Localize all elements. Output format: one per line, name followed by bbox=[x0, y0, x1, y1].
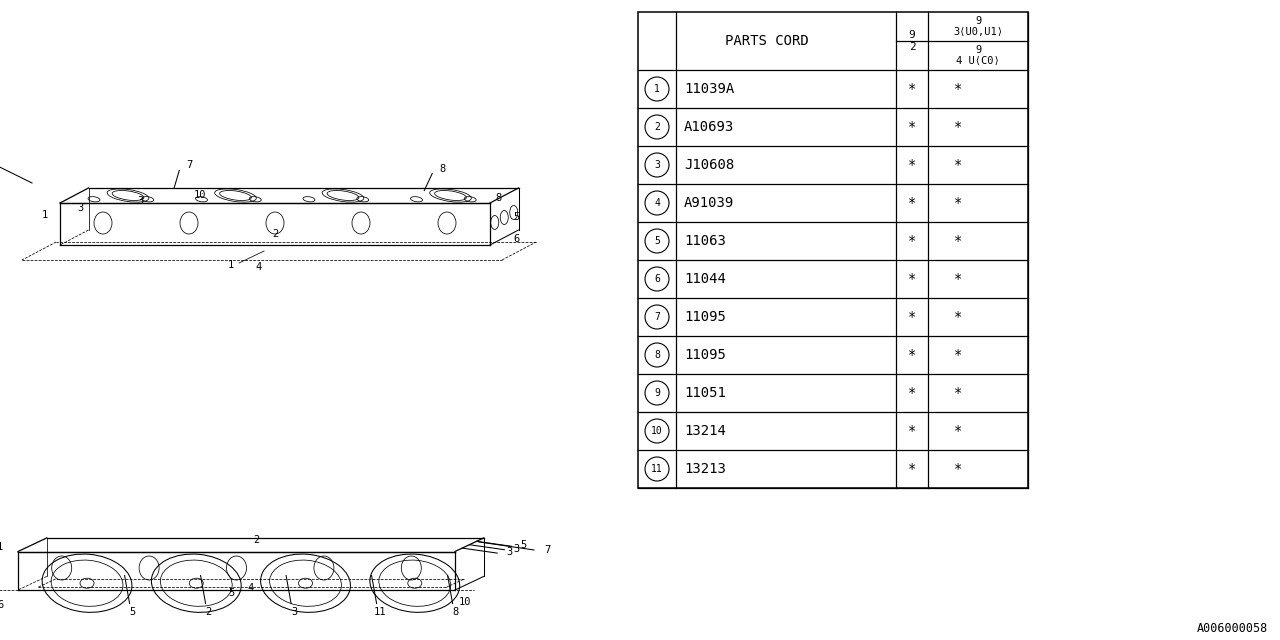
Circle shape bbox=[645, 457, 669, 481]
Text: 5: 5 bbox=[654, 236, 660, 246]
Circle shape bbox=[645, 191, 669, 215]
Text: 1: 1 bbox=[654, 84, 660, 94]
Bar bbox=[637, 12, 1028, 488]
Text: 10: 10 bbox=[193, 190, 206, 200]
Text: 7: 7 bbox=[654, 312, 660, 322]
Text: 13213: 13213 bbox=[684, 462, 726, 476]
Text: 4: 4 bbox=[654, 198, 660, 208]
Text: 8: 8 bbox=[654, 350, 660, 360]
Text: 11: 11 bbox=[652, 464, 663, 474]
Text: 6: 6 bbox=[654, 274, 660, 284]
Circle shape bbox=[645, 343, 669, 367]
Text: 2: 2 bbox=[271, 229, 278, 239]
Text: 11051: 11051 bbox=[684, 386, 726, 400]
Text: *: * bbox=[908, 158, 916, 172]
Text: A91039: A91039 bbox=[684, 196, 735, 210]
Text: 1: 1 bbox=[0, 541, 3, 552]
Text: *: * bbox=[908, 234, 916, 248]
Text: 6: 6 bbox=[513, 234, 520, 244]
Circle shape bbox=[645, 229, 669, 253]
Circle shape bbox=[645, 77, 669, 101]
Text: 3: 3 bbox=[513, 544, 520, 554]
Text: A006000058: A006000058 bbox=[1197, 622, 1268, 635]
Text: 11095: 11095 bbox=[684, 310, 726, 324]
Text: A10693: A10693 bbox=[684, 120, 735, 134]
Text: *: * bbox=[954, 234, 963, 248]
Text: 5: 5 bbox=[521, 540, 527, 550]
Text: *: * bbox=[954, 424, 963, 438]
Text: *: * bbox=[908, 348, 916, 362]
Text: 2: 2 bbox=[252, 534, 259, 545]
Text: 1: 1 bbox=[42, 210, 49, 220]
Text: 8: 8 bbox=[452, 607, 458, 616]
Text: *: * bbox=[954, 462, 963, 476]
Text: *: * bbox=[908, 82, 916, 96]
Text: *: * bbox=[908, 120, 916, 134]
Text: 7: 7 bbox=[186, 161, 192, 170]
Text: 4: 4 bbox=[255, 262, 261, 272]
Text: *: * bbox=[954, 158, 963, 172]
Text: 1: 1 bbox=[228, 260, 234, 270]
Text: 5: 5 bbox=[228, 588, 234, 598]
Text: 3: 3 bbox=[77, 203, 83, 213]
Text: 5: 5 bbox=[129, 607, 136, 616]
Text: PARTS CORD: PARTS CORD bbox=[726, 34, 809, 48]
Text: *: * bbox=[954, 386, 963, 400]
Text: 5: 5 bbox=[513, 211, 520, 221]
Text: 3: 3 bbox=[291, 607, 297, 616]
Text: 10: 10 bbox=[458, 597, 471, 607]
Text: 8: 8 bbox=[439, 163, 445, 173]
Text: 7: 7 bbox=[544, 545, 550, 555]
Text: *: * bbox=[954, 272, 963, 286]
Text: 2: 2 bbox=[206, 607, 211, 616]
Text: *: * bbox=[908, 462, 916, 476]
Text: 11095: 11095 bbox=[684, 348, 726, 362]
Text: 8: 8 bbox=[495, 193, 502, 203]
Text: 3: 3 bbox=[506, 547, 512, 557]
Text: 2: 2 bbox=[654, 122, 660, 132]
Text: 11063: 11063 bbox=[684, 234, 726, 248]
Circle shape bbox=[645, 153, 669, 177]
Text: 9
4 U⟨C0⟩: 9 4 U⟨C0⟩ bbox=[956, 45, 1000, 66]
Text: *: * bbox=[954, 348, 963, 362]
Text: 9: 9 bbox=[654, 388, 660, 398]
Text: *: * bbox=[954, 120, 963, 134]
Text: 11044: 11044 bbox=[684, 272, 726, 286]
Text: 11039A: 11039A bbox=[684, 82, 735, 96]
Text: 9
2: 9 2 bbox=[909, 30, 915, 52]
Circle shape bbox=[645, 305, 669, 329]
Circle shape bbox=[645, 267, 669, 291]
Text: *: * bbox=[954, 196, 963, 210]
Circle shape bbox=[645, 115, 669, 139]
Text: 3: 3 bbox=[137, 196, 143, 206]
Text: 6: 6 bbox=[0, 600, 3, 610]
Text: 4: 4 bbox=[248, 583, 253, 593]
Text: 9
3⟨U0,U1⟩: 9 3⟨U0,U1⟩ bbox=[954, 16, 1004, 37]
Circle shape bbox=[645, 419, 669, 443]
Text: *: * bbox=[908, 386, 916, 400]
Text: 3: 3 bbox=[654, 160, 660, 170]
Text: *: * bbox=[908, 272, 916, 286]
Text: *: * bbox=[908, 196, 916, 210]
Text: *: * bbox=[954, 310, 963, 324]
Text: 10: 10 bbox=[652, 426, 663, 436]
Text: *: * bbox=[908, 424, 916, 438]
Text: *: * bbox=[908, 310, 916, 324]
Text: *: * bbox=[954, 82, 963, 96]
Circle shape bbox=[645, 381, 669, 405]
Text: 11: 11 bbox=[374, 607, 385, 616]
Text: 13214: 13214 bbox=[684, 424, 726, 438]
Text: J10608: J10608 bbox=[684, 158, 735, 172]
